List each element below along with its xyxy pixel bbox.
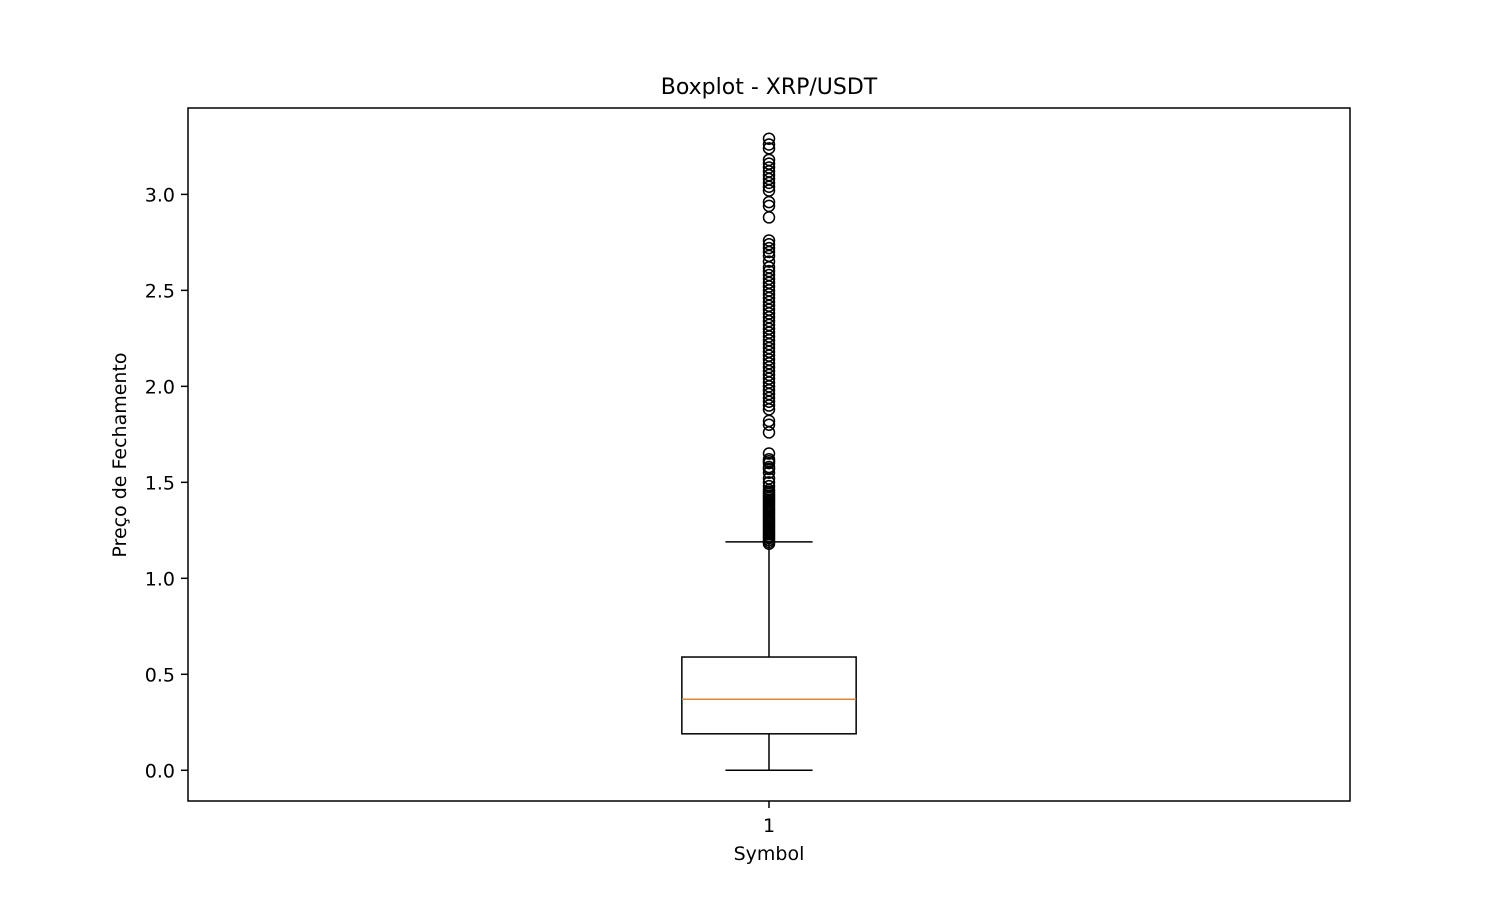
box-series [681,132,857,772]
outlier-point [762,479,776,493]
outlier-point [762,211,776,224]
y-tick-label: 0.0 [145,760,175,782]
x-axis-label: Symbol [734,843,805,865]
y-axis-label: Preço de Fechamento [109,352,131,557]
outlier-point [762,268,776,282]
outlier-point [762,418,776,431]
y-axis: 0.0 0.5 1.0 1.5 2.0 2.5 3.0 [145,184,188,782]
y-tick-label: 2.0 [145,376,175,398]
outlier-point [762,157,776,170]
x-tick-label: 1 [763,815,775,837]
outlier-point [762,132,776,145]
outlier-point [762,142,776,155]
y-tick-label: 1.5 [145,472,175,494]
outlier-point [762,447,776,460]
chart-title: Boxplot - XRP/USDT [661,75,878,100]
x-axis: 1 [763,801,775,837]
outlier-point [762,264,776,278]
y-tick-label: 1.0 [145,568,175,590]
outlier-point [762,138,776,151]
outlier-point [762,241,776,255]
outlier-point [762,460,776,474]
outlier-point [762,234,776,247]
outlier-point [762,161,776,174]
y-tick-label: 0.5 [145,664,175,686]
outlier-point [762,255,776,268]
y-tick-label: 2.5 [145,280,175,302]
y-tick-label: 3.0 [145,184,175,206]
box-iqr [681,656,857,735]
outlier-point [762,453,776,466]
outlier-point [762,199,776,213]
outlier-point [762,238,776,251]
outlier-point [762,476,776,489]
